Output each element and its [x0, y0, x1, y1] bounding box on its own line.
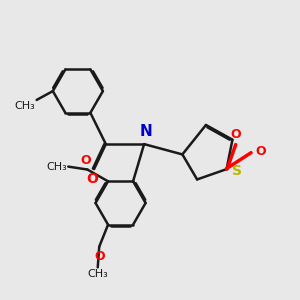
- Text: S: S: [232, 164, 242, 178]
- Text: O: O: [81, 154, 91, 166]
- Text: O: O: [230, 128, 241, 141]
- Text: O: O: [255, 145, 266, 158]
- Text: CH₃: CH₃: [87, 269, 108, 279]
- Text: N: N: [139, 124, 152, 139]
- Text: O: O: [87, 172, 98, 186]
- Text: CH₃: CH₃: [46, 162, 67, 172]
- Text: CH₃: CH₃: [14, 101, 35, 111]
- Text: O: O: [94, 250, 104, 263]
